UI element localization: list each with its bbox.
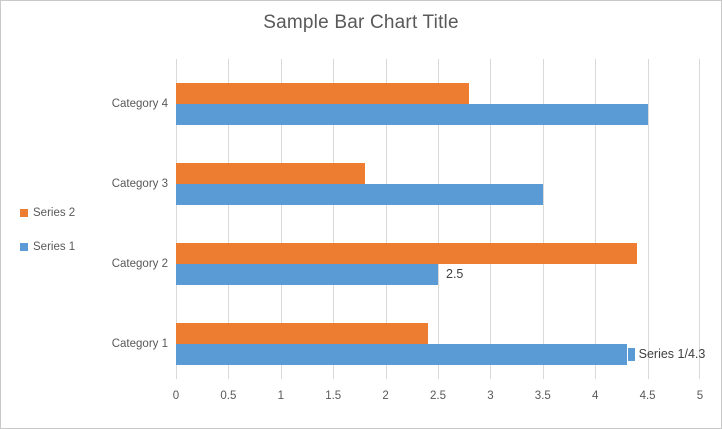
- gridline-3.5: [542, 59, 544, 379]
- bar-series-1-category-1[interactable]: [176, 344, 627, 365]
- gridline-5: [699, 59, 700, 379]
- gridline-4: [595, 59, 597, 379]
- gridline-1.5: [333, 59, 335, 379]
- bar-series-2-category-1[interactable]: [176, 323, 428, 344]
- gridline-0.5: [228, 59, 230, 379]
- x-tick-label-2.5: 2.5: [430, 390, 446, 402]
- legend-item-series-1[interactable]: Series 1: [20, 241, 75, 253]
- legend-swatch-icon: [20, 209, 28, 217]
- gridline-1: [280, 59, 282, 379]
- x-tick-label-5: 5: [696, 390, 704, 402]
- category-label-category-1: Category 1: [111, 338, 168, 350]
- gridline-0: [176, 59, 177, 379]
- plot-area: Series 1/4.3 2.5: [176, 59, 705, 379]
- gridline-2.5: [438, 59, 439, 379]
- data-label-category-1[interactable]: Series 1/4.3: [638, 347, 706, 361]
- x-tick-label-4.5: 4.5: [639, 390, 656, 402]
- x-tick-label-1: 1: [277, 390, 284, 402]
- legend-swatch-icon: [20, 243, 28, 251]
- gridline-3: [490, 59, 492, 379]
- legend-label: Series 2: [33, 207, 76, 219]
- bar-series-2-category-2[interactable]: [176, 243, 638, 264]
- x-tick-label-4: 4: [591, 390, 599, 402]
- x-tick-label-0.5: 0.5: [220, 390, 237, 402]
- bar-series-2-category-3[interactable]: [176, 163, 365, 184]
- category-label-category-2: Category 2: [111, 258, 168, 270]
- data-label-leader-tab: [627, 348, 635, 361]
- x-tick-label-1.5: 1.5: [325, 390, 342, 402]
- data-label-category-2[interactable]: 2.5: [446, 267, 464, 281]
- legend-label: Series 1: [33, 241, 76, 253]
- gridline-4.5: [647, 59, 649, 379]
- bar-series-2-category-4[interactable]: [176, 83, 470, 104]
- x-tick-label-2: 2: [382, 390, 389, 402]
- gridline-2: [385, 59, 387, 379]
- x-tick-label-3: 3: [487, 390, 494, 402]
- category-label-category-3: Category 3: [111, 178, 168, 190]
- bar-series-1-category-4[interactable]: [176, 104, 648, 125]
- x-tick-label-0: 0: [172, 390, 180, 402]
- bar-series-1-category-3[interactable]: [176, 184, 543, 205]
- x-tick-label-3.5: 3.5: [534, 390, 551, 402]
- category-label-category-4: Category 4: [111, 98, 168, 110]
- chart-title[interactable]: Sample Bar Chart Title: [263, 12, 459, 33]
- bar-series-1-category-2[interactable]: [176, 264, 438, 285]
- legend-item-series-2[interactable]: Series 2: [20, 207, 75, 219]
